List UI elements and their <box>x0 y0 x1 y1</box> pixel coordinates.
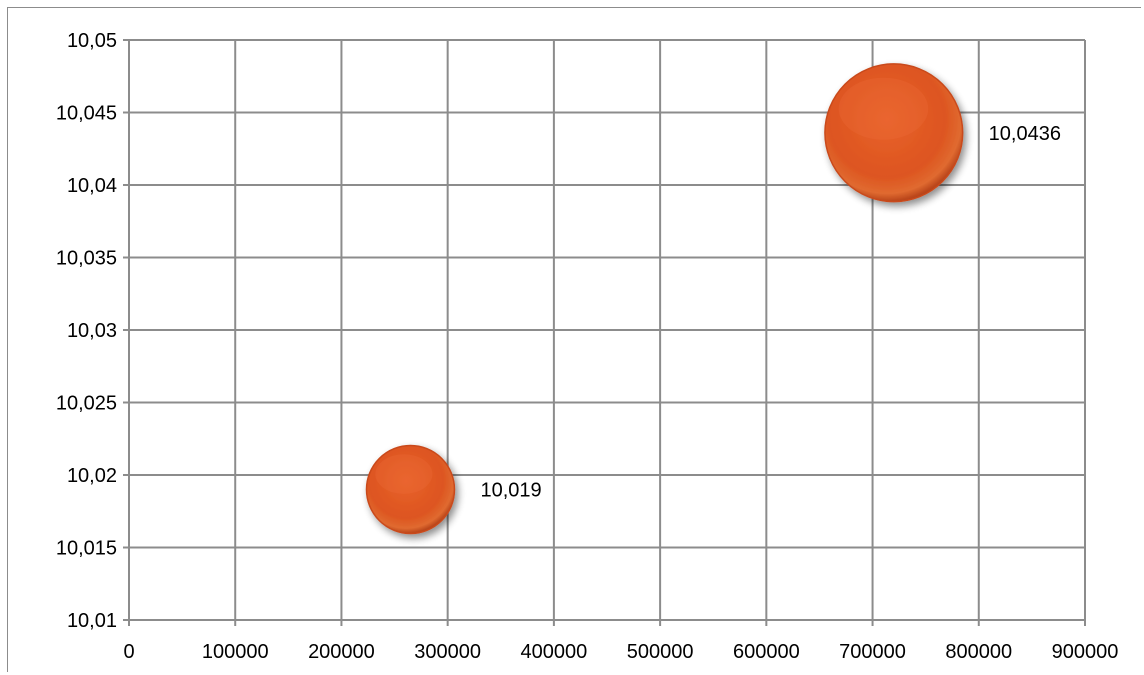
x-tick-label: 900000 <box>1052 641 1119 663</box>
bubble <box>365 444 456 535</box>
axes <box>123 39 1086 626</box>
y-tick-label: 10,04 <box>67 175 117 197</box>
x-tick-label: 700000 <box>839 641 906 663</box>
y-tick-label: 10,045 <box>56 103 117 125</box>
data-labels: 10,019 10,0436 <box>480 123 1060 502</box>
x-tick-label: 0 <box>123 641 134 663</box>
y-tick-label: 10,05 <box>67 30 117 52</box>
x-tick-labels: 0 100000 200000 300000 400000 500000 600000 700… <box>123 641 1118 663</box>
bubble-highlight <box>838 77 929 140</box>
y-tick-label: 10,02 <box>67 465 117 487</box>
x-tick-label: 100000 <box>202 641 269 663</box>
bubble <box>824 63 964 203</box>
y-tick-label: 10,025 <box>56 393 117 415</box>
y-tick-label: 10,03 <box>67 320 117 342</box>
y-tick-label: 10,035 <box>56 248 117 270</box>
x-tick-label: 300000 <box>414 641 481 663</box>
x-tick-label: 400000 <box>521 641 588 663</box>
data-label: 10,0436 <box>989 123 1061 145</box>
y-tick-label: 10,01 <box>67 610 117 632</box>
bubbles <box>365 63 964 535</box>
bubble-highlight <box>375 454 433 494</box>
x-tick-label: 200000 <box>308 641 375 663</box>
data-label: 10,019 <box>480 480 541 502</box>
x-tick-label: 800000 <box>945 641 1012 663</box>
x-tick-label: 600000 <box>733 641 800 663</box>
chart-frame <box>7 7 1141 672</box>
y-tick-label: 10,015 <box>56 538 117 560</box>
x-tick-label: 500000 <box>627 641 694 663</box>
y-tick-labels: 10,01 10,015 10,02 10,025 10,03 10,035 10,04 10… <box>56 30 117 632</box>
